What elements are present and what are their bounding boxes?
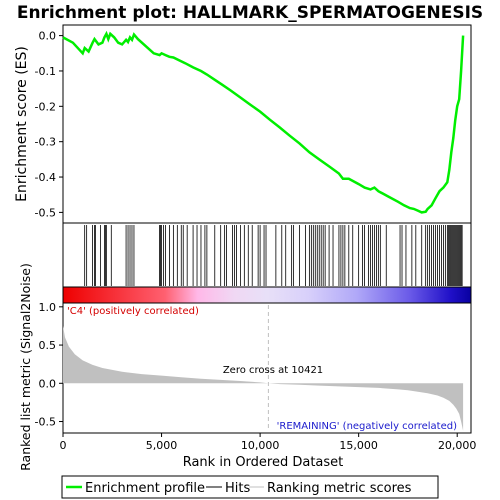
negative-correlation-label: 'REMAINING' (negatively correlated) <box>277 421 457 432</box>
enrichment-plot-frame <box>62 24 472 224</box>
ranked-metric-y-axis-label: Ranked list metric (Signal2Noise) <box>18 263 33 471</box>
x-tick-label: 0 <box>60 439 67 452</box>
enrichment-y-ticks: 0.0 -0.1 -0.2 -0.3 -0.4 -0.5 <box>35 30 63 219</box>
chart-title: Enrichment plot: HALLMARK_SPERMATOGENESI… <box>17 3 483 23</box>
ranked-metric-y-tick-label: 0.0 <box>39 377 57 390</box>
legend: Enrichment profile Hits Ranking metric s… <box>61 475 439 499</box>
enrichment-y-tick-label: -0.2 <box>35 100 56 113</box>
enrichment-y-tick-label: -0.3 <box>35 136 56 149</box>
hit-lines <box>84 225 463 286</box>
enrichment-profile-line <box>62 30 465 214</box>
ranked-metric-y-tick-label: -0.5 <box>35 416 56 429</box>
positive-correlation-label: 'C4' (positively correlated) <box>67 306 199 317</box>
ranked-metric-x-ticks: 0 5,000 10,000 15,000 20,000 <box>60 433 477 452</box>
ranked-metric-y-tick-label: 0.5 <box>39 339 57 352</box>
ranked-metric-panel: 1.0 0.5 0.0 -0.5 0 5,000 10,000 15,000 20,000 '… <box>18 263 476 471</box>
legend-label-ranking: Ranking metric scores <box>267 481 412 496</box>
enrichment-y-tick-label: -0.4 <box>35 171 56 184</box>
hits-panel <box>62 222 472 304</box>
legend-label-hits: Hits <box>225 481 250 496</box>
enrichment-y-tick-label: 0.0 <box>39 30 57 43</box>
x-tick-label: 5,000 <box>146 439 178 452</box>
rank-color-bar <box>62 286 472 304</box>
enrichment-y-tick-label: -0.5 <box>35 206 56 219</box>
hits-frame <box>62 222 472 288</box>
ranked-metric-y-ticks: 1.0 0.5 0.0 -0.5 <box>35 301 63 429</box>
ranked-metric-frame <box>62 302 472 434</box>
zero-cross-label: Zero cross at 10421 <box>223 365 323 376</box>
ranked-metric-area <box>63 325 464 431</box>
enrichment-y-axis-label: Enrichment score (ES) <box>14 46 30 202</box>
x-axis-label: Rank in Ordered Dataset <box>183 455 344 470</box>
legend-label-enrichment: Enrichment profile <box>85 481 205 496</box>
x-tick-label: 20,000 <box>438 439 477 452</box>
enrichment-panel: 0.0 -0.1 -0.2 -0.3 -0.4 -0.5 Enrichment score… <box>14 24 472 224</box>
x-tick-label: 10,000 <box>241 439 280 452</box>
ranked-metric-y-tick-label: 1.0 <box>39 301 57 314</box>
enrichment-y-tick-label: -0.1 <box>35 65 56 78</box>
x-tick-label: 15,000 <box>339 439 378 452</box>
